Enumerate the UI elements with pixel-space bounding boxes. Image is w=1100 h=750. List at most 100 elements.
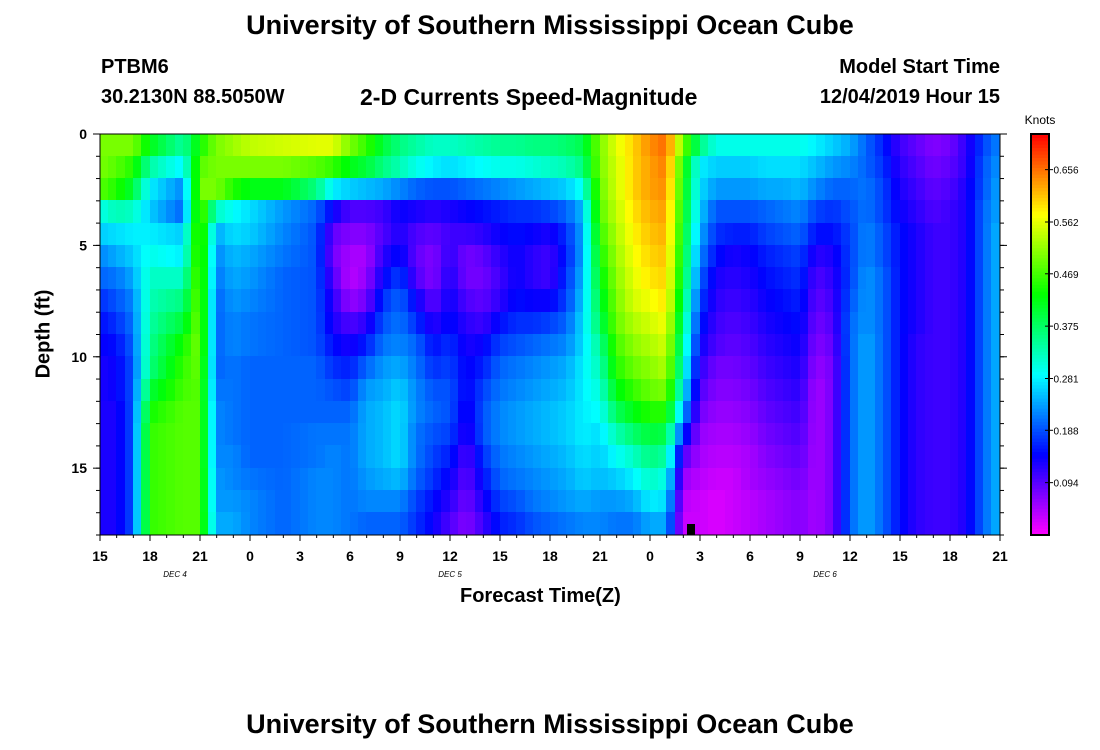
heatmap-cell bbox=[308, 445, 318, 470]
heatmap-cell bbox=[233, 490, 243, 514]
heatmap-cell bbox=[991, 267, 1001, 291]
heatmap-cell bbox=[458, 267, 468, 291]
colorbar-band bbox=[1031, 491, 1049, 496]
heatmap-cell bbox=[908, 423, 918, 447]
heatmap-cell bbox=[741, 156, 751, 180]
heatmap-cell bbox=[808, 289, 818, 314]
heatmap-cell bbox=[375, 490, 385, 514]
heatmap-cell bbox=[841, 401, 851, 425]
heatmap-cell bbox=[691, 401, 701, 425]
heatmap-cell bbox=[541, 267, 551, 291]
colorbar-band bbox=[1031, 364, 1049, 369]
heatmap-cell bbox=[166, 401, 176, 425]
heatmap-cell bbox=[100, 512, 110, 536]
heatmap-cell bbox=[941, 223, 951, 247]
heatmap-cell bbox=[616, 267, 626, 291]
heatmap-cell bbox=[925, 178, 935, 202]
heatmap-cell bbox=[683, 223, 693, 247]
heatmap-cell bbox=[458, 423, 468, 447]
heatmap-cell bbox=[825, 401, 835, 425]
heatmap-cell bbox=[666, 156, 676, 180]
heatmap-cell bbox=[691, 134, 701, 158]
heatmap-cell bbox=[241, 445, 251, 470]
heatmap-cell bbox=[750, 134, 760, 158]
heatmap-cell bbox=[750, 445, 760, 470]
heatmap-cell bbox=[883, 512, 893, 536]
heatmap-cell bbox=[283, 134, 293, 158]
heatmap-cell bbox=[191, 156, 201, 180]
heatmap-cell bbox=[350, 490, 360, 514]
heatmap-cell bbox=[283, 468, 293, 492]
colorbar-band bbox=[1031, 240, 1049, 245]
heatmap-cell bbox=[491, 223, 501, 247]
heatmap-cell bbox=[791, 200, 801, 225]
heatmap-cell bbox=[425, 401, 435, 425]
x-tick-label: 18 bbox=[142, 548, 158, 564]
heatmap-cell bbox=[700, 223, 710, 247]
heatmap-cell bbox=[566, 134, 576, 158]
heatmap-cell bbox=[883, 423, 893, 447]
heatmap-cell bbox=[650, 245, 660, 269]
heatmap-cell bbox=[575, 267, 585, 291]
heatmap-cell bbox=[191, 267, 201, 291]
heatmap-cell bbox=[766, 401, 776, 425]
colorbar-band bbox=[1031, 411, 1049, 416]
heatmap-cell bbox=[775, 200, 785, 225]
heatmap-cell bbox=[958, 445, 968, 470]
heatmap-cell bbox=[400, 401, 410, 425]
heatmap-cell bbox=[141, 267, 151, 291]
heatmap-cell bbox=[491, 178, 501, 202]
heatmap-cell bbox=[400, 423, 410, 447]
heatmap-cell bbox=[341, 134, 351, 158]
heatmap-cell bbox=[850, 490, 860, 514]
heatmap-cell bbox=[983, 490, 993, 514]
heatmap-cell bbox=[291, 334, 301, 358]
heatmap-cell bbox=[716, 245, 726, 269]
heatmap-cell bbox=[891, 356, 901, 381]
heatmap-cell bbox=[991, 289, 1001, 314]
colorbar-band bbox=[1031, 281, 1049, 285]
heatmap-cell bbox=[366, 134, 376, 158]
heatmap-cell bbox=[241, 156, 251, 180]
heatmap-cell bbox=[216, 334, 226, 358]
heatmap-cell bbox=[750, 512, 760, 536]
heatmap-cell bbox=[241, 134, 251, 158]
heatmap-cell bbox=[900, 512, 910, 536]
heatmap-cell bbox=[891, 445, 901, 470]
heatmap-cell bbox=[425, 245, 435, 269]
heatmap-cell bbox=[516, 512, 526, 536]
colorbar-band bbox=[1031, 351, 1049, 356]
heatmap-cell bbox=[716, 312, 726, 336]
heatmap-cell bbox=[416, 356, 426, 381]
heatmap-cell bbox=[766, 178, 776, 202]
heatmap-cell bbox=[350, 289, 360, 314]
heatmap-cell bbox=[391, 267, 401, 291]
heatmap-cell bbox=[850, 312, 860, 336]
heatmap-cell bbox=[166, 267, 176, 291]
heatmap-cell bbox=[975, 356, 985, 381]
heatmap-cell bbox=[616, 334, 626, 358]
heatmap-cell bbox=[975, 401, 985, 425]
heatmap-cell bbox=[633, 334, 643, 358]
heatmap-cell bbox=[108, 223, 118, 247]
heatmap-cell bbox=[725, 245, 735, 269]
heatmap-cell bbox=[550, 156, 560, 180]
heatmap-cell bbox=[275, 156, 285, 180]
heatmap-cell bbox=[791, 468, 801, 492]
heatmap-cell bbox=[175, 134, 185, 158]
heatmap-cell bbox=[216, 379, 226, 403]
colorbar-band bbox=[1031, 464, 1049, 469]
heatmap-cell bbox=[250, 134, 260, 158]
heatmap-cell bbox=[658, 200, 668, 225]
heatmap-cell bbox=[400, 468, 410, 492]
heatmap-cell bbox=[733, 178, 743, 202]
heatmap-cell bbox=[666, 423, 676, 447]
heatmap-cell bbox=[158, 156, 168, 180]
heatmap-cell bbox=[258, 379, 268, 403]
heatmap-cell bbox=[483, 134, 493, 158]
heatmap-cell bbox=[900, 490, 910, 514]
heatmap-cell bbox=[125, 512, 135, 536]
heatmap-cell bbox=[391, 223, 401, 247]
heatmap-cell bbox=[133, 379, 143, 403]
heatmap-cell bbox=[558, 178, 568, 202]
